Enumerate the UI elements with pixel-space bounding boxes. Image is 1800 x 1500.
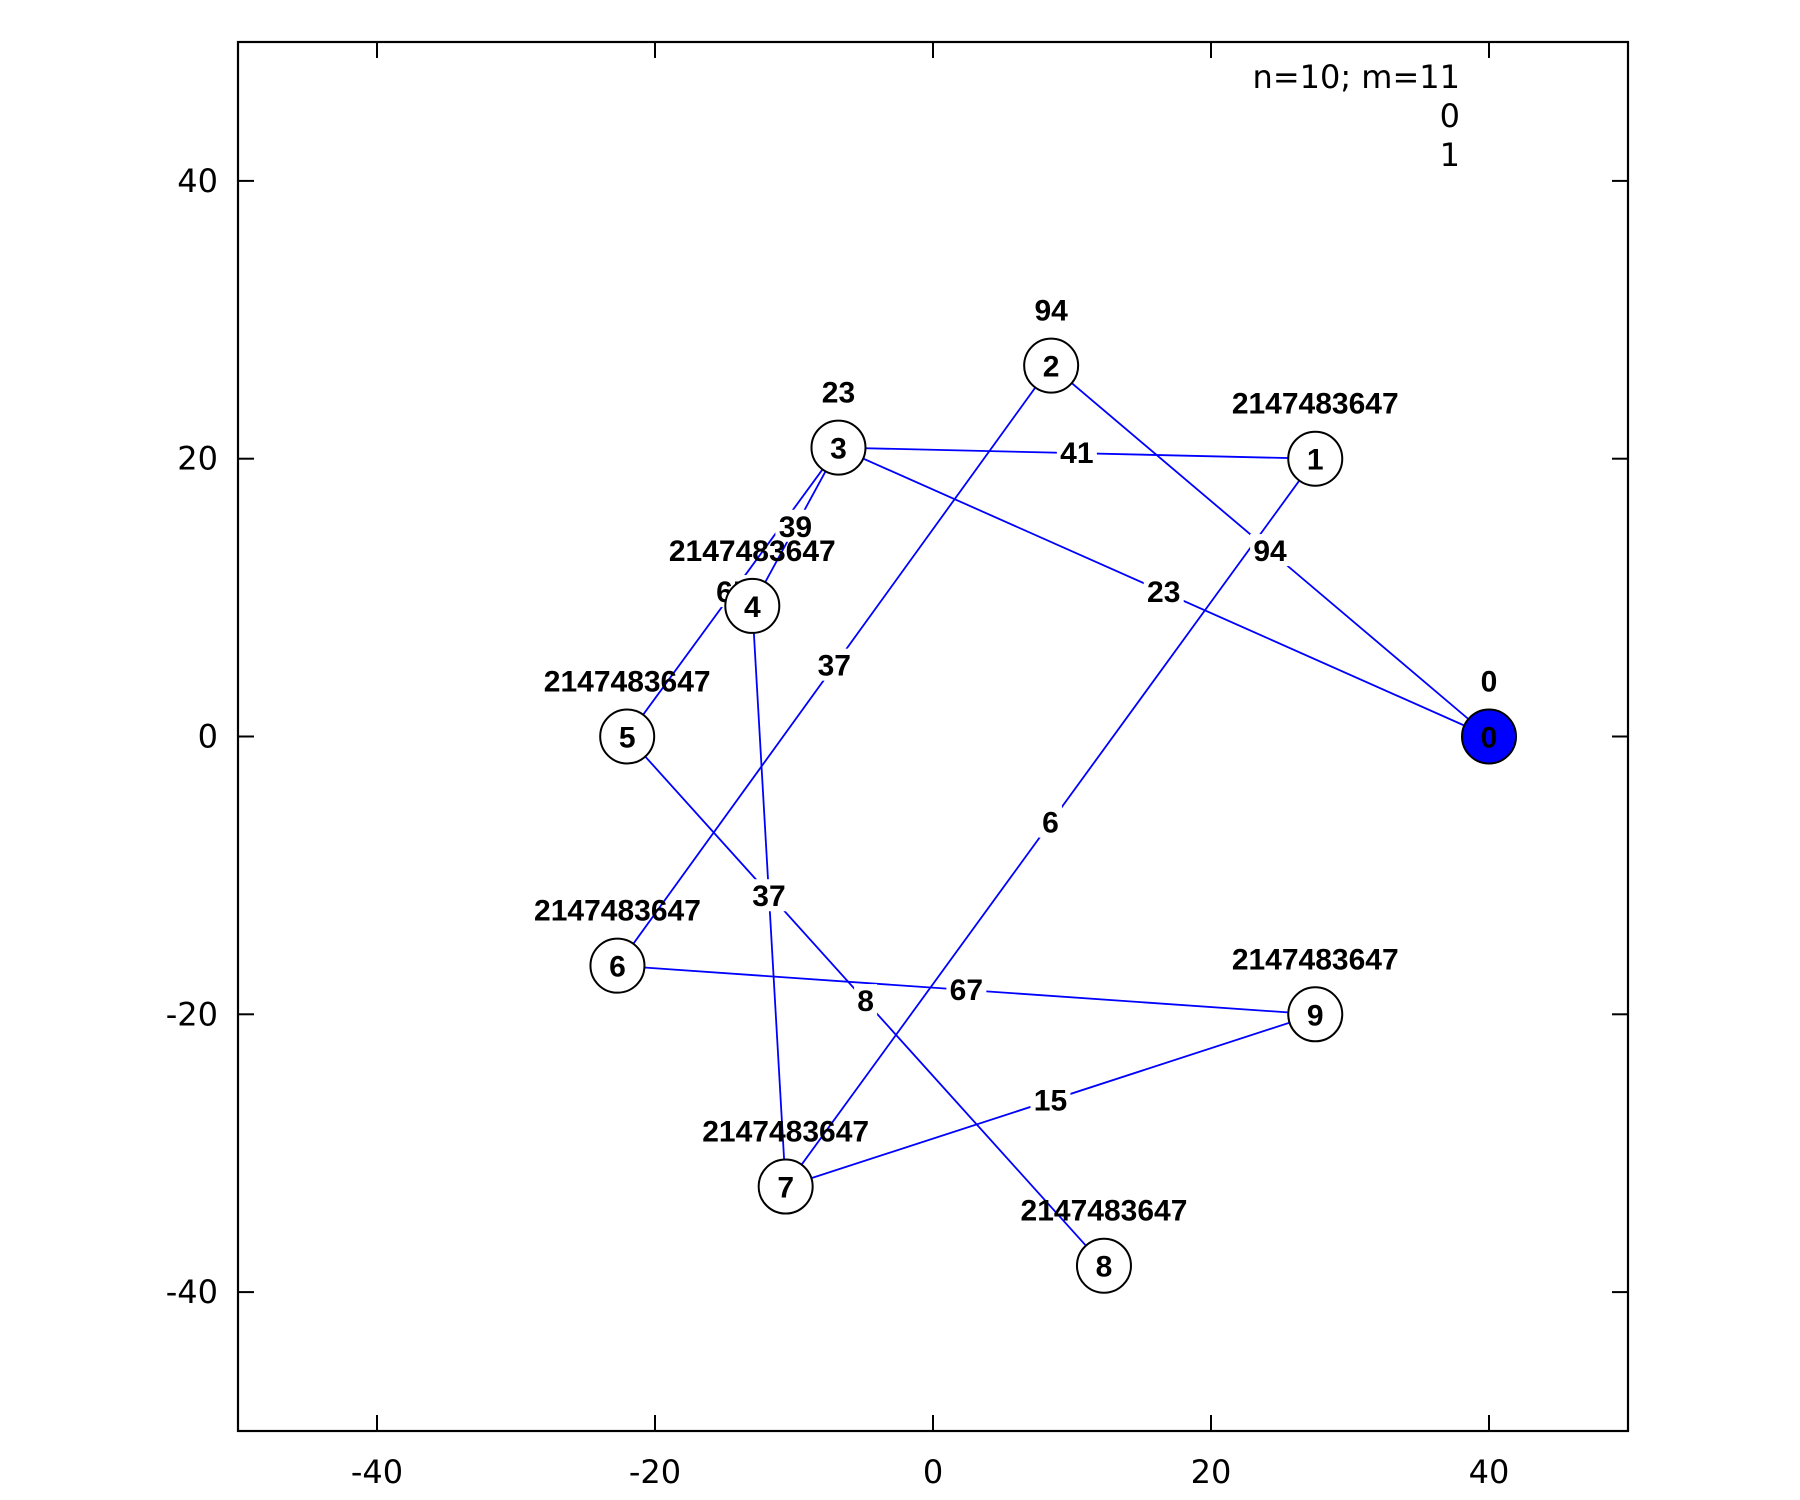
node-circle bbox=[1461, 708, 1517, 765]
plot-frame bbox=[236, 40, 1630, 1433]
info-line: 0 bbox=[1440, 97, 1460, 135]
node-circle bbox=[810, 419, 867, 476]
node-circle bbox=[724, 577, 781, 634]
edge-label-bg bbox=[1056, 436, 1097, 469]
edge-label-bg bbox=[814, 648, 855, 681]
x-tick-label: 40 bbox=[1469, 1453, 1510, 1491]
y-tick-label: -20 bbox=[166, 995, 218, 1033]
y-tick-label: 40 bbox=[177, 162, 218, 200]
node-circle bbox=[589, 937, 646, 994]
node-distance-label: 23 bbox=[822, 377, 855, 410]
node-id-label: 9 bbox=[1307, 999, 1324, 1032]
edge-weight-label: 67 bbox=[950, 974, 983, 1007]
edge-weight-label: 23 bbox=[1147, 576, 1180, 609]
node-distance-label: 0 bbox=[1481, 666, 1498, 699]
edge-label-bg bbox=[775, 509, 816, 542]
node-circle bbox=[1287, 986, 1344, 1043]
node-7: 7 2147483647 bbox=[702, 1116, 869, 1215]
node-id-label: 7 bbox=[777, 1172, 794, 1205]
node-id-label: 1 bbox=[1307, 444, 1324, 477]
info-line: 1 bbox=[1440, 136, 1460, 174]
node-id-label: 6 bbox=[609, 951, 626, 984]
node-5: 5 2147483647 bbox=[544, 666, 711, 765]
node-id-label: 3 bbox=[830, 433, 847, 466]
x-tick-label: 20 bbox=[1191, 1453, 1232, 1491]
node-id-label: 8 bbox=[1096, 1251, 1113, 1284]
edge-weight-label: 37 bbox=[752, 880, 785, 913]
node-id-label: 5 bbox=[619, 722, 636, 755]
node-distance-label: 2147483647 bbox=[1232, 943, 1399, 976]
edge-label-bg bbox=[1250, 534, 1291, 567]
node-6: 6 2147483647 bbox=[534, 895, 701, 994]
edge-label-bg bbox=[946, 972, 987, 1005]
nodes-layer: 0012147483647294323421474836475214748364… bbox=[534, 295, 1517, 1294]
node-distance-label: 2147483647 bbox=[1021, 1195, 1188, 1228]
node-3: 3 23 bbox=[810, 377, 867, 476]
node-id-label: 4 bbox=[744, 591, 761, 624]
node-circle bbox=[1287, 430, 1344, 487]
edge-weight-label: 41 bbox=[1060, 437, 1093, 470]
node-circle bbox=[599, 708, 656, 765]
edge-label-bg bbox=[1038, 805, 1062, 838]
y-tick-label: -40 bbox=[166, 1273, 218, 1311]
edge-weight-label: 6 bbox=[1042, 807, 1059, 840]
x-tick-label: -40 bbox=[351, 1453, 403, 1491]
node-distance-label: 2147483647 bbox=[702, 1116, 869, 1149]
edge-label-bg bbox=[1030, 1083, 1071, 1116]
info-line: n=10; m=11 bbox=[1253, 58, 1460, 96]
node-circle bbox=[1075, 1237, 1132, 1294]
node-4: 4 2147483647 bbox=[669, 535, 836, 634]
node-distance-label: 2147483647 bbox=[1232, 388, 1399, 421]
x-tick-label: -20 bbox=[629, 1453, 681, 1491]
edge-label-bg bbox=[854, 984, 878, 1017]
node-2: 2 94 bbox=[1023, 295, 1080, 394]
y-tick-label: 20 bbox=[177, 440, 218, 478]
node-8: 8 2147483647 bbox=[1021, 1195, 1188, 1294]
node-circle bbox=[1023, 337, 1080, 394]
edge-label-bg bbox=[748, 879, 789, 912]
edge-weight-label: 39 bbox=[779, 511, 812, 544]
node-distance-label: 2147483647 bbox=[534, 895, 701, 928]
node-circle bbox=[757, 1158, 814, 1215]
x-tick-label: 0 bbox=[923, 1453, 943, 1491]
edge-weight-label: 8 bbox=[857, 985, 874, 1018]
node-0: 00 bbox=[1461, 666, 1517, 765]
node-id-label: 0 bbox=[1481, 722, 1498, 755]
node-id-label: 2 bbox=[1043, 351, 1060, 384]
y-tick-label: 0 bbox=[198, 718, 218, 756]
edge-label-bg bbox=[1143, 575, 1184, 608]
edge-weight-label: 37 bbox=[818, 650, 851, 683]
edge-weight-label: 15 bbox=[1034, 1084, 1067, 1117]
node-9: 9 2147483647 bbox=[1232, 943, 1399, 1043]
node-distance-label: 94 bbox=[1034, 295, 1068, 328]
node-1: 1 2147483647 bbox=[1232, 388, 1399, 487]
node-distance-label: 2147483647 bbox=[669, 535, 836, 568]
edge-weight-label: 94 bbox=[1253, 535, 1287, 568]
node-distance-label: 2147483647 bbox=[544, 666, 711, 699]
